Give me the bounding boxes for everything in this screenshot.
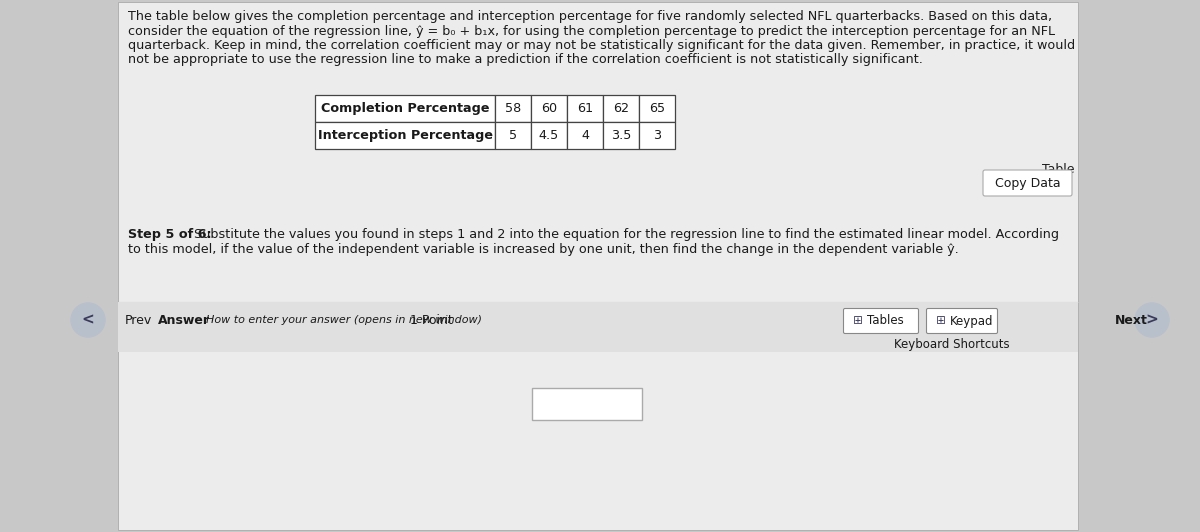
FancyBboxPatch shape <box>118 2 1078 530</box>
Text: The table below gives the completion percentage and interception percentage for : The table below gives the completion per… <box>128 10 1052 23</box>
Text: 65: 65 <box>649 102 665 115</box>
Text: 58: 58 <box>505 102 521 115</box>
Circle shape <box>71 303 106 337</box>
Text: 3.5: 3.5 <box>611 129 631 142</box>
Text: Step 5 of 6:: Step 5 of 6: <box>128 228 211 241</box>
Text: How to enter your answer (opens in new window): How to enter your answer (opens in new w… <box>206 315 482 325</box>
Text: Table: Table <box>1043 163 1075 176</box>
Bar <box>314 95 496 122</box>
Text: 61: 61 <box>577 102 593 115</box>
Text: >: > <box>1146 312 1158 328</box>
Text: 62: 62 <box>613 102 629 115</box>
FancyBboxPatch shape <box>844 309 918 334</box>
Text: 60: 60 <box>541 102 557 115</box>
Circle shape <box>1135 303 1169 337</box>
Text: Answer: Answer <box>158 313 210 327</box>
Bar <box>496 95 530 122</box>
Text: Interception Percentage: Interception Percentage <box>318 129 492 142</box>
Text: quarterback. Keep in mind, the correlation coefficient may or may not be statist: quarterback. Keep in mind, the correlati… <box>128 39 1075 52</box>
Text: 1 Point: 1 Point <box>402 313 452 327</box>
Text: 4: 4 <box>581 129 589 142</box>
Bar <box>568 122 604 149</box>
Text: ⊞: ⊞ <box>853 314 863 328</box>
Text: <: < <box>82 312 95 328</box>
Bar <box>496 122 530 149</box>
Text: Keyboard Shortcuts: Keyboard Shortcuts <box>894 338 1010 351</box>
Bar <box>568 95 604 122</box>
Text: Completion Percentage: Completion Percentage <box>320 102 490 115</box>
Text: 4.5: 4.5 <box>539 129 559 142</box>
Bar <box>604 122 640 149</box>
FancyBboxPatch shape <box>983 170 1072 196</box>
Text: to this model, if the value of the independent variable is increased by one unit: to this model, if the value of the indep… <box>128 243 959 255</box>
Bar <box>530 95 568 122</box>
Text: Copy Data: Copy Data <box>995 177 1061 189</box>
Bar <box>530 122 568 149</box>
Text: 5: 5 <box>509 129 517 142</box>
FancyBboxPatch shape <box>532 388 642 420</box>
Text: consider the equation of the regression line, ŷ = b₀ + b₁x, for using the comple: consider the equation of the regression … <box>128 24 1055 37</box>
Text: Tables: Tables <box>866 314 904 328</box>
Text: Substitute the values you found in steps 1 and 2 into the equation for the regre: Substitute the values you found in steps… <box>190 228 1060 241</box>
Text: 3: 3 <box>653 129 661 142</box>
Text: Prev: Prev <box>125 313 152 327</box>
Bar <box>604 95 640 122</box>
Bar <box>640 122 674 149</box>
Text: Keypad: Keypad <box>950 314 994 328</box>
Text: ⊞: ⊞ <box>936 314 946 328</box>
Text: not be appropriate to use the regression line to make a prediction if the correl: not be appropriate to use the regression… <box>128 54 923 66</box>
Text: Next: Next <box>1115 313 1148 327</box>
FancyBboxPatch shape <box>926 309 997 334</box>
Bar <box>314 122 496 149</box>
Bar <box>640 95 674 122</box>
FancyBboxPatch shape <box>118 302 1078 352</box>
